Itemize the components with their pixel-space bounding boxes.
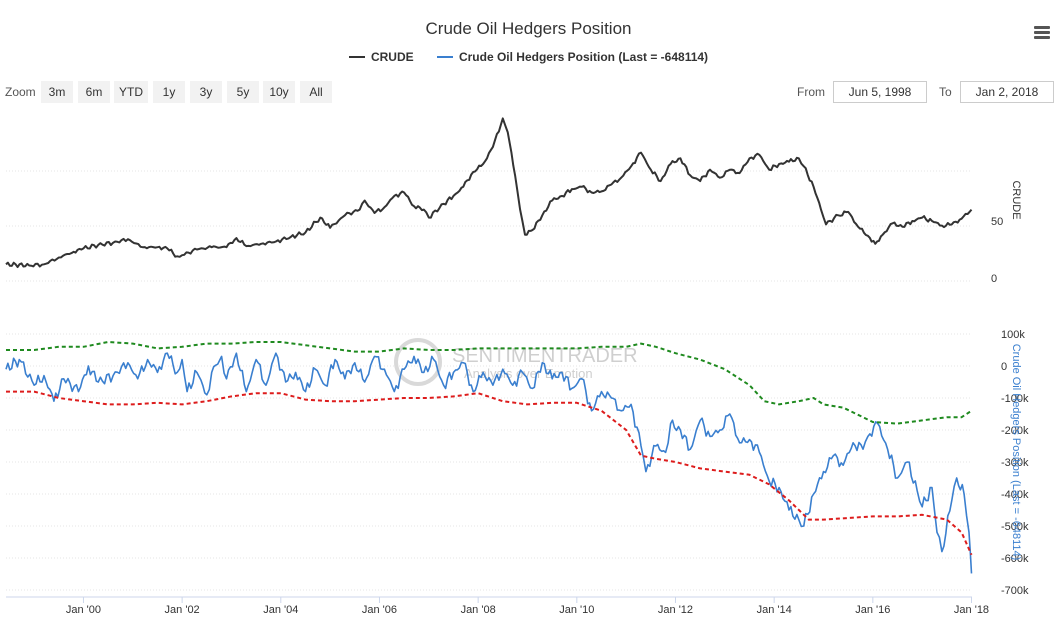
menu-bar: [1034, 31, 1050, 34]
y-tick-label: -400k: [1001, 489, 1029, 501]
legend-label-hedgers: Crude Oil Hedgers Position (Last = -6481…: [458, 50, 709, 64]
series-line-crude-oil-hedgers-position-last-648114: [5, 352, 973, 574]
zoom-all-button[interactable]: All: [300, 81, 332, 103]
x-tick-label: Jan '18: [954, 604, 989, 616]
zoom-6m-button[interactable]: 6m: [78, 81, 110, 103]
watermark-logo-icon: [394, 338, 442, 386]
x-tick-label: Jan '10: [559, 604, 594, 616]
x-tick-label: Jan '12: [658, 604, 693, 616]
zoom-5y-button[interactable]: 5y: [227, 81, 259, 103]
y-tick-label: -200k: [1001, 425, 1029, 437]
series-line-crude: [5, 117, 973, 269]
zoom-3m-button[interactable]: 3m: [41, 81, 73, 103]
x-tick-label: Jan '14: [757, 604, 792, 616]
legend-item-crude[interactable]: CRUDE: [348, 50, 414, 64]
from-date-input[interactable]: [833, 81, 927, 103]
x-tick-label: Jan '06: [362, 604, 397, 616]
x-axis: Jan '00 Jan '02 Jan '04 Jan '06 Jan '08 Jan '…: [6, 596, 989, 616]
x-tick-label: Jan '00: [66, 604, 101, 616]
chart-legend: CRUDE Crude Oil Hedgers Position (Last =…: [0, 47, 1057, 64]
series-line-lower-band: [6, 390, 973, 556]
crude-pane: 0 50: [5, 117, 1003, 285]
menu-bar: [1034, 26, 1050, 29]
y-tick-label: 0: [1001, 361, 1007, 373]
y-tick-label: 0: [991, 273, 997, 285]
y-tick-label: 50: [991, 216, 1003, 228]
zoom-1y-button[interactable]: 1y: [153, 81, 185, 103]
y-tick-label: -600k: [1001, 553, 1029, 565]
y-tick-label: -100k: [1001, 393, 1029, 405]
x-tick-label: Jan '08: [461, 604, 496, 616]
chart-title: Crude Oil Hedgers Position: [425, 19, 632, 38]
zoom-ytd-button[interactable]: YTD: [114, 81, 148, 103]
legend-item-hedgers[interactable]: Crude Oil Hedgers Position (Last = -6481…: [436, 50, 709, 64]
hedgers-axis-title: Crude Oil Hedgers Position (Last = -6481…: [1010, 344, 1022, 561]
x-tick-label: Jan '16: [855, 604, 890, 616]
hedgers-pane: 100k 0 -100k -200k -300k -400k -500k -600k -700k: [5, 329, 1029, 597]
to-date-input[interactable]: [960, 81, 1054, 103]
legend-swatch-crude: [348, 56, 365, 58]
watermark-text: SENTIMENTRADER: [452, 345, 638, 367]
to-label: To: [939, 85, 952, 99]
grid-lines: [6, 170, 972, 591]
zoom-3y-button[interactable]: 3y: [190, 81, 222, 103]
from-label: From: [797, 85, 825, 99]
y-tick-label: -500k: [1001, 521, 1029, 533]
series-line-upper-band: [6, 341, 973, 425]
zoom-10y-button[interactable]: 10y: [263, 81, 295, 103]
crude-axis-title: CRUDE: [1010, 180, 1022, 219]
zoom-label: Zoom: [5, 85, 36, 99]
x-tick-label: Jan '04: [263, 604, 298, 616]
y-tick-label: -300k: [1001, 457, 1029, 469]
y-tick-label: -700k: [1001, 585, 1029, 597]
hamburger-menu-icon[interactable]: [1034, 26, 1050, 40]
x-tick-label: Jan '02: [165, 604, 200, 616]
y-tick-label: 100k: [1001, 329, 1025, 341]
menu-bar: [1034, 36, 1050, 39]
legend-label-crude: CRUDE: [370, 50, 414, 64]
legend-swatch-hedgers: [436, 56, 453, 58]
